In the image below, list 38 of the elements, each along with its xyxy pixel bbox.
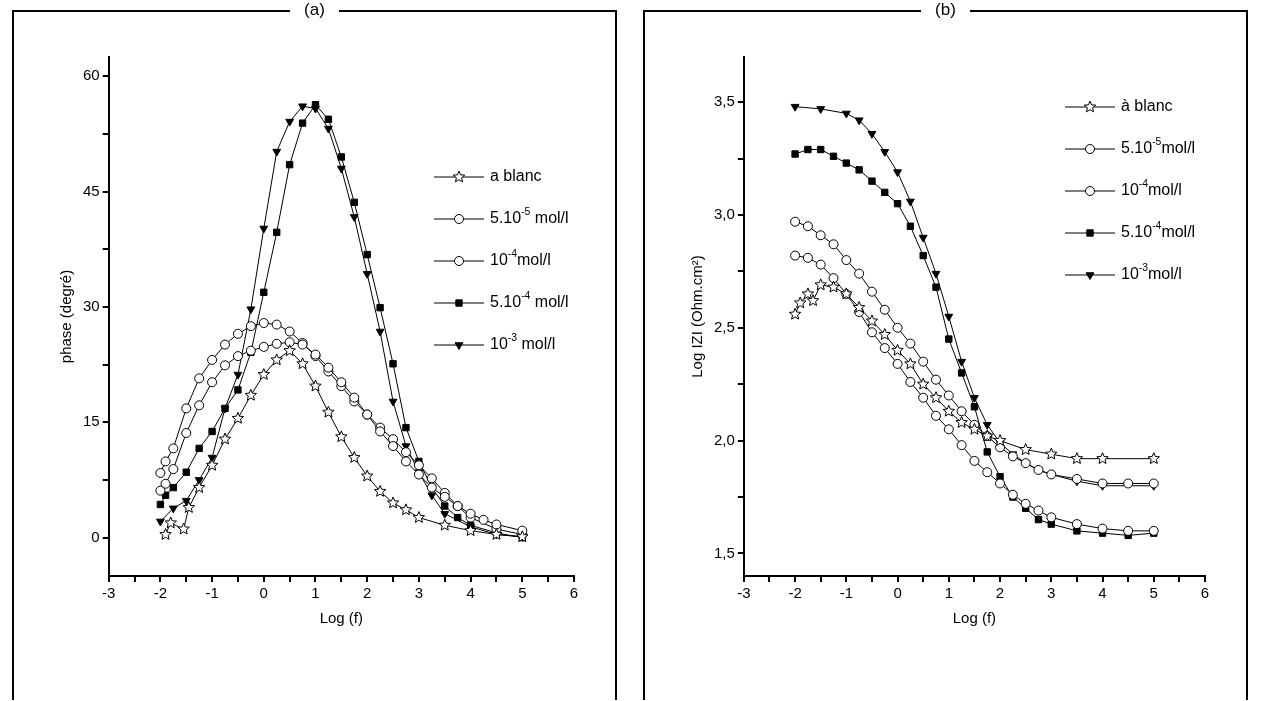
y-tick-label: 2,5	[713, 317, 735, 335]
x-tick-label: -1	[839, 584, 853, 602]
y-tick-label: 15	[83, 412, 100, 430]
x-tick-label: 0	[893, 584, 902, 602]
x-tick-label: 6	[569, 584, 579, 602]
x-tick-label: 3	[1047, 584, 1056, 602]
x-tick-label: -3	[737, 584, 751, 602]
x-tick-label: 3	[414, 584, 424, 602]
y-tick-label: 2,0	[713, 430, 735, 448]
y-axis-title: Log IZI (Ohm.cm²)	[688, 255, 706, 378]
x-axis-title: Log (f)	[952, 609, 997, 627]
y-tick-label: 3,0	[713, 205, 735, 223]
chart-title: (b)	[921, 0, 970, 19]
y-tick-label: 60	[83, 66, 100, 84]
x-tick-label: 2	[363, 584, 372, 602]
x-tick-label: 6	[1200, 584, 1210, 602]
x-tick-label: 5	[518, 584, 527, 602]
x-axis-title: Log (f)	[319, 609, 364, 627]
x-tick-label: -2	[788, 584, 802, 602]
x-tick-label: -3	[102, 584, 116, 602]
y-tick-label: 45	[83, 181, 100, 199]
y-tick-label: 30	[83, 297, 100, 315]
y-tick-label: 3,5	[713, 92, 735, 110]
x-tick-label: 5	[1149, 584, 1158, 602]
x-tick-label: 1	[311, 584, 320, 602]
x-tick-label: -2	[153, 584, 168, 602]
x-tick-label: 4	[1098, 584, 1107, 602]
y-tick-label: 1,5	[713, 543, 735, 561]
y-tick-label: 0	[91, 527, 100, 545]
y-axis-title: phase (degré)	[57, 269, 75, 364]
x-tick-label: -1	[205, 584, 219, 602]
x-tick-label: 4	[466, 584, 475, 602]
x-tick-label: 0	[259, 584, 268, 602]
x-tick-label: 1	[944, 584, 953, 602]
legend-label: à blanc	[1121, 97, 1173, 115]
x-tick-label: 2	[995, 584, 1005, 602]
chart-title: (a)	[290, 0, 339, 19]
legend-label: a blanc	[490, 167, 542, 185]
